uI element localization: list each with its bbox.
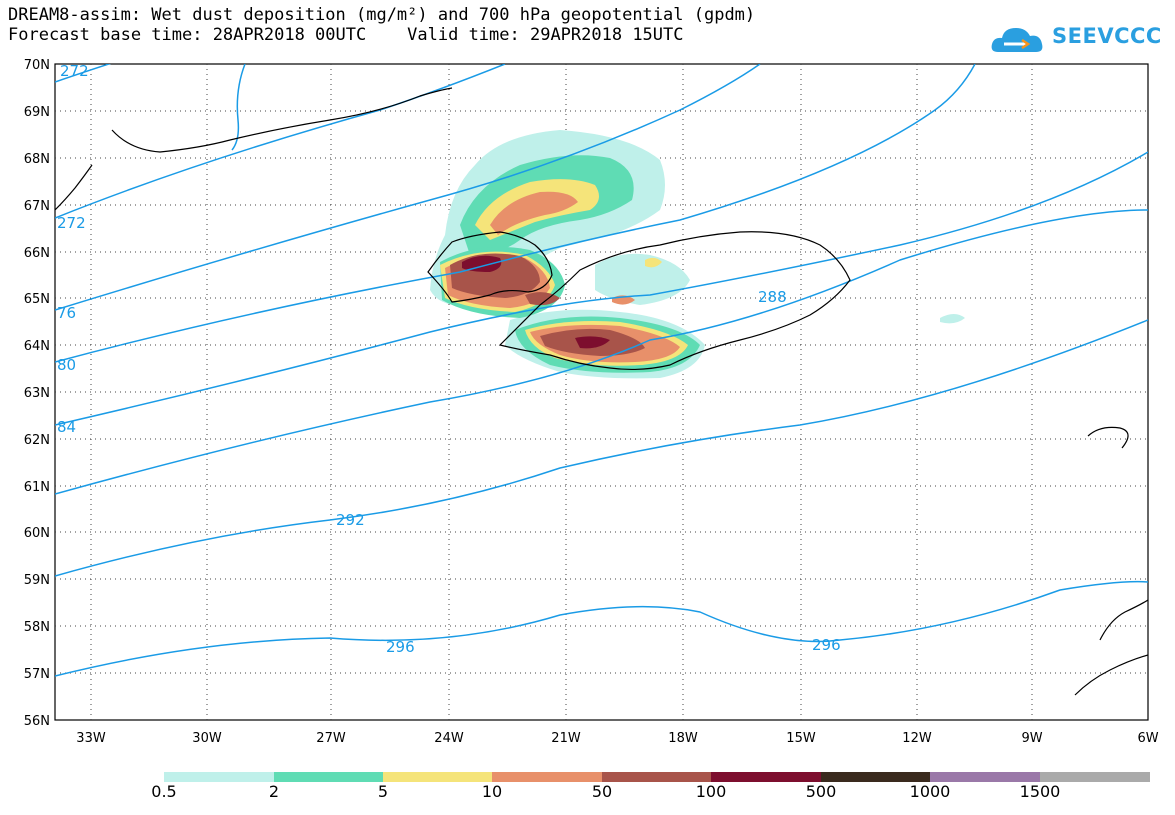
colorbar-label: 500: [805, 782, 837, 801]
colorbar-swatch: [164, 772, 274, 782]
colorbar-swatch: [711, 772, 821, 782]
lon-label: 18W: [668, 731, 698, 746]
contour-label: 292: [336, 511, 365, 529]
lat-label: 70N: [24, 58, 50, 73]
lat-label: 64N: [24, 339, 50, 354]
contour-label: 272: [57, 214, 86, 232]
chart-title: DREAM8-assim: Wet dust deposition (mg/m²…: [8, 5, 756, 25]
lat-label: 65N: [24, 292, 50, 307]
lat-label: 59N: [24, 573, 50, 588]
colorbar-label: 1000: [909, 782, 951, 801]
lon-label: 27W: [316, 731, 346, 746]
lat-label: 66N: [24, 246, 50, 261]
colorbar-label: 50: [591, 782, 613, 801]
colorbar-swatch: [1040, 772, 1150, 782]
colorbar-label: 0.5: [151, 782, 177, 801]
lat-label: 56N: [24, 714, 50, 729]
colorbar-swatch: [821, 772, 930, 782]
coastlines: [55, 87, 1148, 696]
colorbar-label: 10: [481, 782, 503, 801]
colorbar-label: 1500: [1019, 782, 1061, 801]
contour-label: 84: [57, 418, 76, 436]
lon-label: 33W: [76, 731, 106, 746]
colorbar-swatch: [492, 772, 602, 782]
lat-label: 61N: [24, 480, 50, 495]
forecast-time-subtitle: Forecast base time: 28APR2018 00UTC Vali…: [8, 25, 684, 45]
contour-label: 296: [812, 636, 841, 654]
lon-label: 21W: [551, 731, 581, 746]
contour-label: 288: [758, 288, 787, 306]
contour-label: 80: [57, 356, 76, 374]
logo-text: SEEVCCC: [1052, 24, 1162, 48]
geopotential-contours: [55, 64, 1148, 677]
colorbar-label: 2: [268, 782, 280, 801]
lat-label: 63N: [24, 386, 50, 401]
colorbar-label: 5: [377, 782, 389, 801]
colorbar-swatch: [383, 772, 492, 782]
longitude-labels: 33W 30W 27W 24W 21W 18W 15W 12W 9W 6W: [76, 731, 1158, 746]
contour-labels: 272 272 76 80 84 288 292 296 296: [57, 62, 841, 656]
lat-label: 62N: [24, 433, 50, 448]
lat-label: 60N: [24, 526, 50, 541]
colorbar-swatch: [602, 772, 711, 782]
contour-label: 76: [57, 304, 76, 322]
contour-label: 272: [60, 62, 89, 80]
lon-label: 9W: [1021, 731, 1042, 746]
cloud-icon: [991, 28, 1043, 52]
lat-label: 67N: [24, 199, 50, 214]
colorbar-swatch: [930, 772, 1040, 782]
grid-lines: [55, 64, 1148, 720]
lat-label: 57N: [24, 667, 50, 682]
lon-label: 30W: [192, 731, 222, 746]
lat-label: 68N: [24, 152, 50, 167]
lon-label: 24W: [434, 731, 464, 746]
lon-label: 15W: [786, 731, 816, 746]
lon-label: 6W: [1137, 731, 1158, 746]
lon-label: 12W: [902, 731, 932, 746]
colorbar-swatch: [274, 772, 383, 782]
latitude-labels: 70N 69N 68N 67N 66N 65N 64N 63N 62N 61N …: [24, 58, 50, 729]
contour-label: 296: [386, 638, 415, 656]
lat-label: 58N: [24, 620, 50, 635]
colorbar-label: 100: [695, 782, 727, 801]
lat-label: 69N: [24, 105, 50, 120]
dust-deposition-shading: [430, 130, 965, 379]
